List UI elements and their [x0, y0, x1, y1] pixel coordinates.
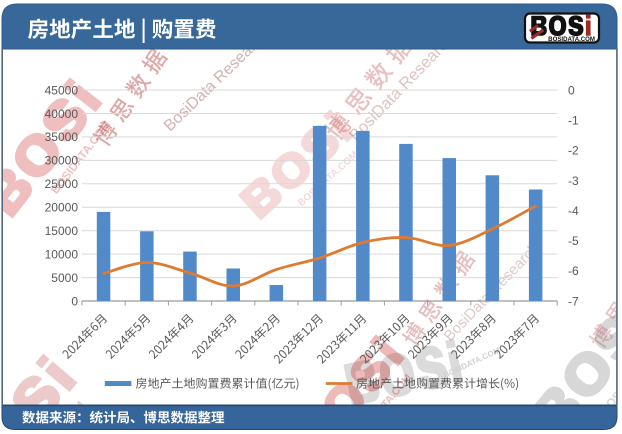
svg-text:-1: -1 — [568, 114, 579, 128]
svg-text:BOSIDATA.COM: BOSIDATA.COM — [548, 36, 595, 43]
svg-text:20000: 20000 — [45, 201, 79, 215]
svg-text:-5: -5 — [568, 234, 579, 248]
svg-text:-7: -7 — [568, 294, 579, 308]
svg-text:-3: -3 — [568, 174, 579, 188]
svg-text:0: 0 — [568, 83, 575, 97]
svg-text:25000: 25000 — [45, 177, 79, 191]
svg-text:30000: 30000 — [45, 154, 79, 168]
svg-text:-4: -4 — [568, 204, 579, 218]
svg-text:-6: -6 — [568, 264, 579, 278]
svg-text:45000: 45000 — [45, 83, 79, 97]
svg-text:40000: 40000 — [45, 107, 79, 121]
svg-text:10000: 10000 — [45, 247, 79, 261]
svg-text:-2: -2 — [568, 144, 579, 158]
svg-text:0: 0 — [71, 294, 78, 308]
svg-text:35000: 35000 — [45, 130, 79, 144]
svg-text:15000: 15000 — [45, 224, 79, 238]
svg-text:5000: 5000 — [51, 271, 78, 285]
